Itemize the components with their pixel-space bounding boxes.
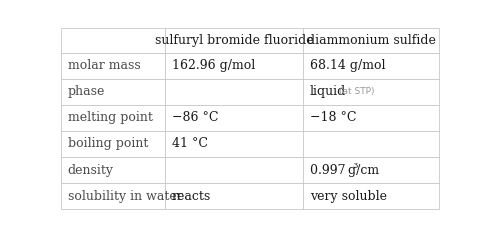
Text: 68.14 g/mol: 68.14 g/mol <box>310 59 386 72</box>
Bar <box>61 157 165 183</box>
Text: very soluble: very soluble <box>310 190 387 203</box>
Text: boiling point: boiling point <box>68 137 148 150</box>
Text: reacts: reacts <box>172 190 211 203</box>
Bar <box>165 183 303 209</box>
Bar <box>165 28 303 53</box>
Bar <box>303 28 439 53</box>
Bar <box>165 131 303 157</box>
Bar <box>303 105 439 131</box>
Text: molar mass: molar mass <box>68 59 141 72</box>
Bar <box>61 28 165 53</box>
Text: density: density <box>68 164 114 176</box>
Text: 162.96 g/mol: 162.96 g/mol <box>172 59 255 72</box>
Text: (at STP): (at STP) <box>339 87 375 96</box>
Bar <box>61 131 165 157</box>
Text: phase: phase <box>68 85 105 98</box>
Text: 0.997 g/cm: 0.997 g/cm <box>310 164 379 176</box>
Text: −18 °C: −18 °C <box>310 111 356 124</box>
Bar <box>165 53 303 79</box>
Bar <box>165 105 303 131</box>
Bar <box>165 157 303 183</box>
Bar <box>61 105 165 131</box>
Text: melting point: melting point <box>68 111 153 124</box>
Bar <box>303 157 439 183</box>
Bar <box>61 79 165 105</box>
Bar <box>303 79 439 105</box>
Text: −86 °C: −86 °C <box>172 111 218 124</box>
Text: liquid: liquid <box>310 85 346 98</box>
Bar <box>303 183 439 209</box>
Bar <box>165 79 303 105</box>
Bar <box>303 131 439 157</box>
Text: 41 °C: 41 °C <box>172 137 208 150</box>
Text: sulfuryl bromide fluoride: sulfuryl bromide fluoride <box>155 34 313 47</box>
Text: 3: 3 <box>352 162 358 170</box>
Text: solubility in water: solubility in water <box>68 190 183 203</box>
Bar <box>61 183 165 209</box>
Bar <box>303 53 439 79</box>
Bar <box>61 53 165 79</box>
Text: diammonium sulfide: diammonium sulfide <box>306 34 436 47</box>
